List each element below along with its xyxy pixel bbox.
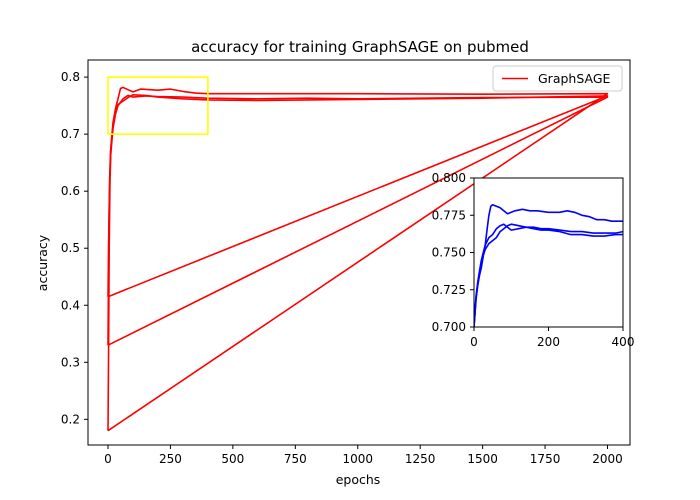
inset-y-tick-label: 0.800 (432, 171, 466, 185)
x-tick-label: 1000 (342, 452, 373, 466)
legend-label: GraphSAGE (538, 71, 611, 86)
y-tick-label: 0.5 (61, 241, 80, 255)
inset-y-tick-label: 0.775 (432, 208, 466, 222)
y-tick-label: 0.8 (61, 70, 80, 84)
inset-y-tick-label: 0.750 (432, 246, 466, 260)
x-tick-label: 0 (104, 452, 112, 466)
legend-box (492, 65, 623, 92)
x-tick-label: 1500 (467, 452, 498, 466)
inset-background (474, 178, 623, 327)
x-tick-label: 750 (284, 452, 307, 466)
main-plot: 0 250 500 750 1000 1250 1500 1750 20000.20.30.40… (61, 59, 631, 466)
y-tick-label: 0.6 (61, 184, 80, 198)
zoom-box-annotation (107, 76, 209, 135)
y-tick-label: 0.3 (61, 355, 80, 369)
y-axis-label: accuracy (35, 234, 50, 291)
y-tick-label: 0.4 (61, 298, 80, 312)
inset-y-tick-label: 0.700 (432, 320, 466, 334)
inset-x-tick-label: 200 (537, 335, 560, 349)
chart-title: accuracy for training GraphSAGE on pubme… (191, 38, 529, 56)
y-tick-label: 0.7 (61, 127, 80, 141)
x-tick-label: 250 (159, 452, 182, 466)
x-axis-label: epochs (336, 472, 381, 487)
inset-series-line-run-3 (474, 223, 623, 327)
inset-y-tick-label: 0.725 (432, 283, 466, 297)
y-tick-label: 0.2 (61, 412, 80, 426)
x-tick-label: 1250 (405, 452, 436, 466)
inset-x-tick-label: 400 (612, 335, 635, 349)
inset-series (474, 204, 623, 327)
series-line-run-3 (107, 94, 609, 298)
inset-series-line-run-2 (474, 223, 623, 327)
inset-plot: 0 200 400 0.700 0.725 0.750 0.775 0.800 (432, 171, 635, 349)
main-plot-frame (87, 59, 631, 446)
inset-x-tick-label: 0 (470, 335, 478, 349)
x-tick-label: 1750 (530, 452, 561, 466)
x-tick-label: 2000 (592, 452, 623, 466)
legend: GraphSAGE (492, 65, 623, 92)
x-tick-label: 500 (221, 452, 244, 466)
